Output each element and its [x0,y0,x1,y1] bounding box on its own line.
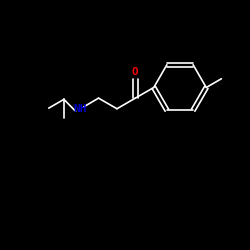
Text: O: O [132,67,139,78]
Text: NH: NH [74,104,87,114]
